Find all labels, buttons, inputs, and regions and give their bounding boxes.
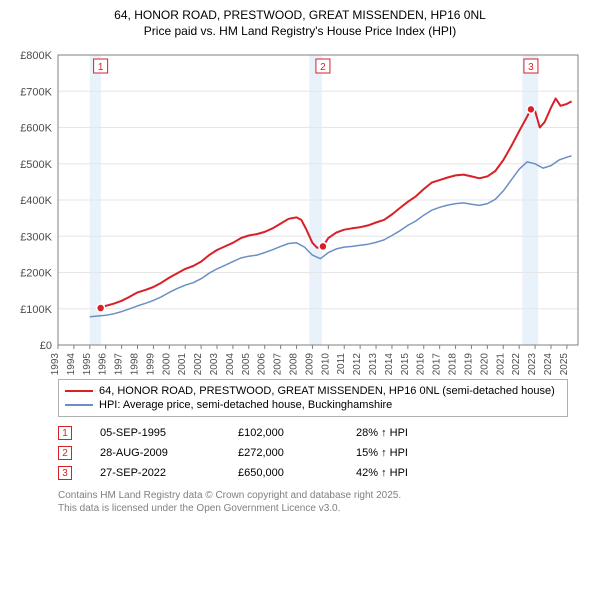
svg-text:£600K: £600K bbox=[20, 123, 52, 135]
svg-text:1995: 1995 bbox=[82, 353, 93, 375]
svg-text:£300K: £300K bbox=[20, 231, 52, 243]
legend-box: 64, HONOR ROAD, PRESTWOOD, GREAT MISSEND… bbox=[58, 379, 568, 417]
sale-date: 28-AUG-2009 bbox=[100, 447, 210, 459]
svg-text:2010: 2010 bbox=[320, 353, 331, 375]
legend-row-hpi: HPI: Average price, semi-detached house,… bbox=[65, 398, 561, 412]
sale-marker-1: 1 bbox=[58, 426, 72, 440]
title-line-1: 64, HONOR ROAD, PRESTWOOD, GREAT MISSEND… bbox=[8, 8, 592, 24]
footer-line-2: This data is licensed under the Open Gov… bbox=[58, 502, 592, 515]
svg-text:1993: 1993 bbox=[50, 353, 61, 375]
svg-text:2013: 2013 bbox=[368, 353, 379, 375]
chart-area: £0 £100K £200K £300K £400K £500K £600K £700K £80… bbox=[8, 45, 592, 375]
svg-text:2002: 2002 bbox=[193, 353, 204, 375]
svg-text:£100K: £100K bbox=[20, 304, 52, 316]
svg-text:£400K: £400K bbox=[20, 195, 52, 207]
sale-marker-3: 3 bbox=[58, 466, 72, 480]
sale-diff: 42% ↑ HPI bbox=[356, 467, 466, 479]
svg-text:3: 3 bbox=[528, 62, 534, 73]
title-line-2: Price paid vs. HM Land Registry's House … bbox=[8, 24, 592, 40]
svg-text:£0: £0 bbox=[40, 340, 52, 352]
footer-copyright: Contains HM Land Registry data © Crown c… bbox=[58, 489, 592, 515]
svg-text:2004: 2004 bbox=[225, 353, 236, 375]
sale-marker-2: 2 bbox=[58, 446, 72, 460]
svg-text:2021: 2021 bbox=[495, 353, 506, 375]
svg-text:2023: 2023 bbox=[527, 353, 538, 375]
svg-text:2020: 2020 bbox=[479, 353, 490, 375]
svg-text:1994: 1994 bbox=[66, 353, 77, 375]
sale-row: 3 27-SEP-2022 £650,000 42% ↑ HPI bbox=[58, 463, 592, 483]
svg-text:£800K: £800K bbox=[20, 50, 52, 62]
svg-text:1: 1 bbox=[98, 62, 104, 73]
sale-price: £272,000 bbox=[238, 447, 328, 459]
svg-text:2008: 2008 bbox=[289, 353, 300, 375]
svg-text:2019: 2019 bbox=[463, 353, 474, 375]
svg-text:1999: 1999 bbox=[145, 353, 156, 375]
svg-text:2003: 2003 bbox=[209, 353, 220, 375]
legend-line-red bbox=[65, 390, 93, 392]
legend-row-property: 64, HONOR ROAD, PRESTWOOD, GREAT MISSEND… bbox=[65, 384, 561, 398]
price-chart-svg: £0 £100K £200K £300K £400K £500K £600K £700K £80… bbox=[8, 45, 592, 375]
svg-text:2014: 2014 bbox=[384, 353, 395, 375]
svg-text:2015: 2015 bbox=[400, 353, 411, 375]
svg-text:1998: 1998 bbox=[130, 353, 141, 375]
svg-text:2007: 2007 bbox=[273, 353, 284, 375]
svg-text:2022: 2022 bbox=[511, 353, 522, 375]
svg-text:2006: 2006 bbox=[257, 353, 268, 375]
svg-text:2005: 2005 bbox=[241, 353, 252, 375]
svg-text:2: 2 bbox=[320, 62, 326, 73]
legend-label-property: 64, HONOR ROAD, PRESTWOOD, GREAT MISSEND… bbox=[99, 385, 555, 397]
svg-text:1997: 1997 bbox=[114, 353, 125, 375]
svg-text:2024: 2024 bbox=[543, 353, 554, 375]
sale-row: 2 28-AUG-2009 £272,000 15% ↑ HPI bbox=[58, 443, 592, 463]
svg-text:2011: 2011 bbox=[336, 353, 347, 375]
svg-text:1996: 1996 bbox=[98, 353, 109, 375]
svg-text:2000: 2000 bbox=[161, 353, 172, 375]
svg-text:2025: 2025 bbox=[559, 353, 570, 375]
svg-text:2001: 2001 bbox=[177, 353, 188, 375]
sale-price: £650,000 bbox=[238, 467, 328, 479]
svg-text:2009: 2009 bbox=[304, 353, 315, 375]
footer-line-1: Contains HM Land Registry data © Crown c… bbox=[58, 489, 592, 502]
sale-date: 27-SEP-2022 bbox=[100, 467, 210, 479]
svg-text:£700K: £700K bbox=[20, 86, 52, 98]
sales-table: 1 05-SEP-1995 £102,000 28% ↑ HPI 2 28-AU… bbox=[58, 423, 592, 483]
legend-line-blue bbox=[65, 404, 93, 406]
svg-text:2018: 2018 bbox=[448, 353, 459, 375]
legend-label-hpi: HPI: Average price, semi-detached house,… bbox=[99, 399, 392, 411]
sale-date: 05-SEP-1995 bbox=[100, 427, 210, 439]
sale-diff: 28% ↑ HPI bbox=[356, 427, 466, 439]
sale-price: £102,000 bbox=[238, 427, 328, 439]
sale-row: 1 05-SEP-1995 £102,000 28% ↑ HPI bbox=[58, 423, 592, 443]
sale-diff: 15% ↑ HPI bbox=[356, 447, 466, 459]
chart-title-block: 64, HONOR ROAD, PRESTWOOD, GREAT MISSEND… bbox=[8, 8, 592, 39]
svg-text:2017: 2017 bbox=[432, 353, 443, 375]
svg-text:£500K: £500K bbox=[20, 159, 52, 171]
svg-text:£200K: £200K bbox=[20, 268, 52, 280]
svg-text:2016: 2016 bbox=[416, 353, 427, 375]
svg-text:2012: 2012 bbox=[352, 353, 363, 375]
